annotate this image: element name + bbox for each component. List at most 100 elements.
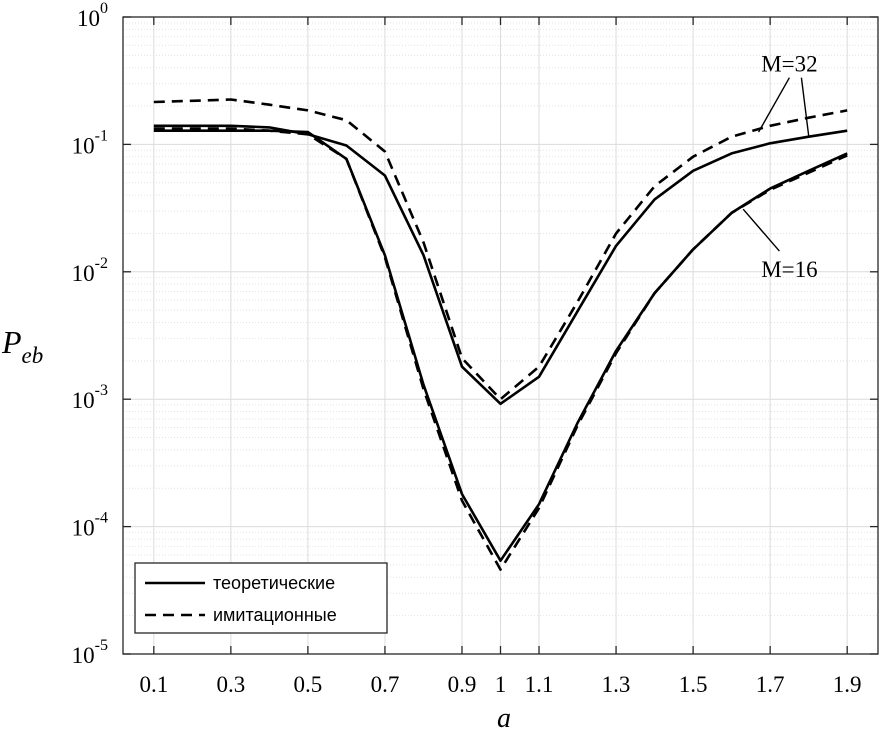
x-tick-label: 1.5 xyxy=(679,672,708,697)
y-tick-label-base: 10 xyxy=(72,133,95,158)
data-point xyxy=(576,424,578,426)
data-point xyxy=(422,254,424,256)
data-point xyxy=(307,131,309,133)
data-point xyxy=(461,499,463,501)
y-tick-label-base: 10 xyxy=(72,388,95,413)
y-axis-label-base: P xyxy=(1,324,22,360)
y-tick-label-base: 10 xyxy=(77,6,100,31)
data-point xyxy=(576,310,578,312)
data-point xyxy=(730,152,732,154)
y-tick-label: 10-3 xyxy=(72,382,108,413)
annotation-pointer xyxy=(742,208,780,252)
annotation-label: M=16 xyxy=(761,257,817,282)
data-point xyxy=(653,292,655,294)
y-tick-label-base: 10 xyxy=(72,643,95,668)
y-tick-label-exp: 0 xyxy=(100,0,108,17)
series-group xyxy=(153,98,848,571)
data-point xyxy=(499,568,501,570)
data-point xyxy=(653,185,655,187)
data-point xyxy=(807,117,809,119)
data-point xyxy=(538,503,540,505)
data-point xyxy=(384,256,386,258)
y-tick-label-exp: -4 xyxy=(95,510,108,527)
data-point xyxy=(345,158,347,160)
y-tick-label: 10-4 xyxy=(72,510,108,541)
data-point xyxy=(153,125,155,127)
data-point xyxy=(769,142,771,144)
series-line-3 xyxy=(153,127,848,571)
data-point xyxy=(422,388,424,390)
data-point xyxy=(230,127,232,129)
legend-box xyxy=(134,562,388,634)
data-point xyxy=(153,127,155,129)
annotation-pointer xyxy=(757,77,791,133)
data-point xyxy=(692,170,694,172)
x-tick-label: 1.1 xyxy=(525,672,554,697)
y-tick-label-base: 10 xyxy=(72,261,95,286)
legend: теоретические имитационные xyxy=(134,562,388,634)
data-point xyxy=(268,126,270,128)
data-point xyxy=(461,357,463,359)
data-point xyxy=(576,422,578,424)
y-tick-label-exp: -2 xyxy=(95,255,108,272)
y-tick-label-base: 10 xyxy=(72,516,95,541)
x-tick-label: 0.9 xyxy=(448,672,477,697)
annotation-label: M=32 xyxy=(761,52,817,77)
data-point xyxy=(538,365,540,367)
data-point xyxy=(461,365,463,367)
legend-label: теоретические xyxy=(213,573,335,593)
data-point xyxy=(538,507,540,509)
data-point xyxy=(730,135,732,137)
data-point xyxy=(461,493,463,495)
y-tick-label: 10-1 xyxy=(72,127,108,158)
data-point xyxy=(769,189,771,191)
x-tick-label: 1.7 xyxy=(756,672,785,697)
data-point xyxy=(499,398,501,400)
data-point xyxy=(846,154,848,156)
data-point xyxy=(384,174,386,176)
x-tick-label: 1.9 xyxy=(833,672,862,697)
data-point xyxy=(384,150,386,152)
y-axis-label-sub: eb xyxy=(22,343,44,368)
series-line-0 xyxy=(153,124,848,406)
y-tick-label-exp: -1 xyxy=(95,127,108,144)
data-point xyxy=(730,212,732,214)
data-point xyxy=(499,403,501,405)
data-point xyxy=(307,133,309,135)
data-point xyxy=(191,125,193,127)
data-point xyxy=(191,127,193,129)
x-tick-label: 1 xyxy=(495,672,507,697)
data-point xyxy=(153,130,155,132)
annotation-pointer xyxy=(800,77,810,136)
x-tick-label: 1.3 xyxy=(602,672,631,697)
data-point xyxy=(576,301,578,303)
data-point xyxy=(268,103,270,105)
data-point xyxy=(191,100,193,102)
series-line-1 xyxy=(153,98,848,401)
data-point xyxy=(153,101,155,103)
y-tick-label: 10-5 xyxy=(72,637,108,668)
y-axis-label: Peb xyxy=(1,324,43,368)
x-tick-label: 0.7 xyxy=(371,672,400,697)
data-point xyxy=(384,254,386,256)
data-point xyxy=(345,119,347,121)
data-point xyxy=(422,241,424,243)
y-tick-label-exp: -5 xyxy=(95,637,108,654)
data-point xyxy=(807,171,809,173)
data-point xyxy=(230,125,232,127)
x-tick-label: 0.1 xyxy=(139,672,168,697)
data-point xyxy=(538,376,540,378)
y-tick-label-exp: -3 xyxy=(95,382,108,399)
data-point xyxy=(191,130,193,132)
legend-label: имитационные xyxy=(213,605,337,625)
x-axis-label: a xyxy=(497,703,511,732)
data-point xyxy=(345,144,347,146)
y-tick-label: 100 xyxy=(77,0,108,31)
data-point xyxy=(615,232,617,234)
data-point xyxy=(807,135,809,137)
x-tick-label: 0.3 xyxy=(216,672,245,697)
y-tick-label: 10-2 xyxy=(72,255,108,286)
